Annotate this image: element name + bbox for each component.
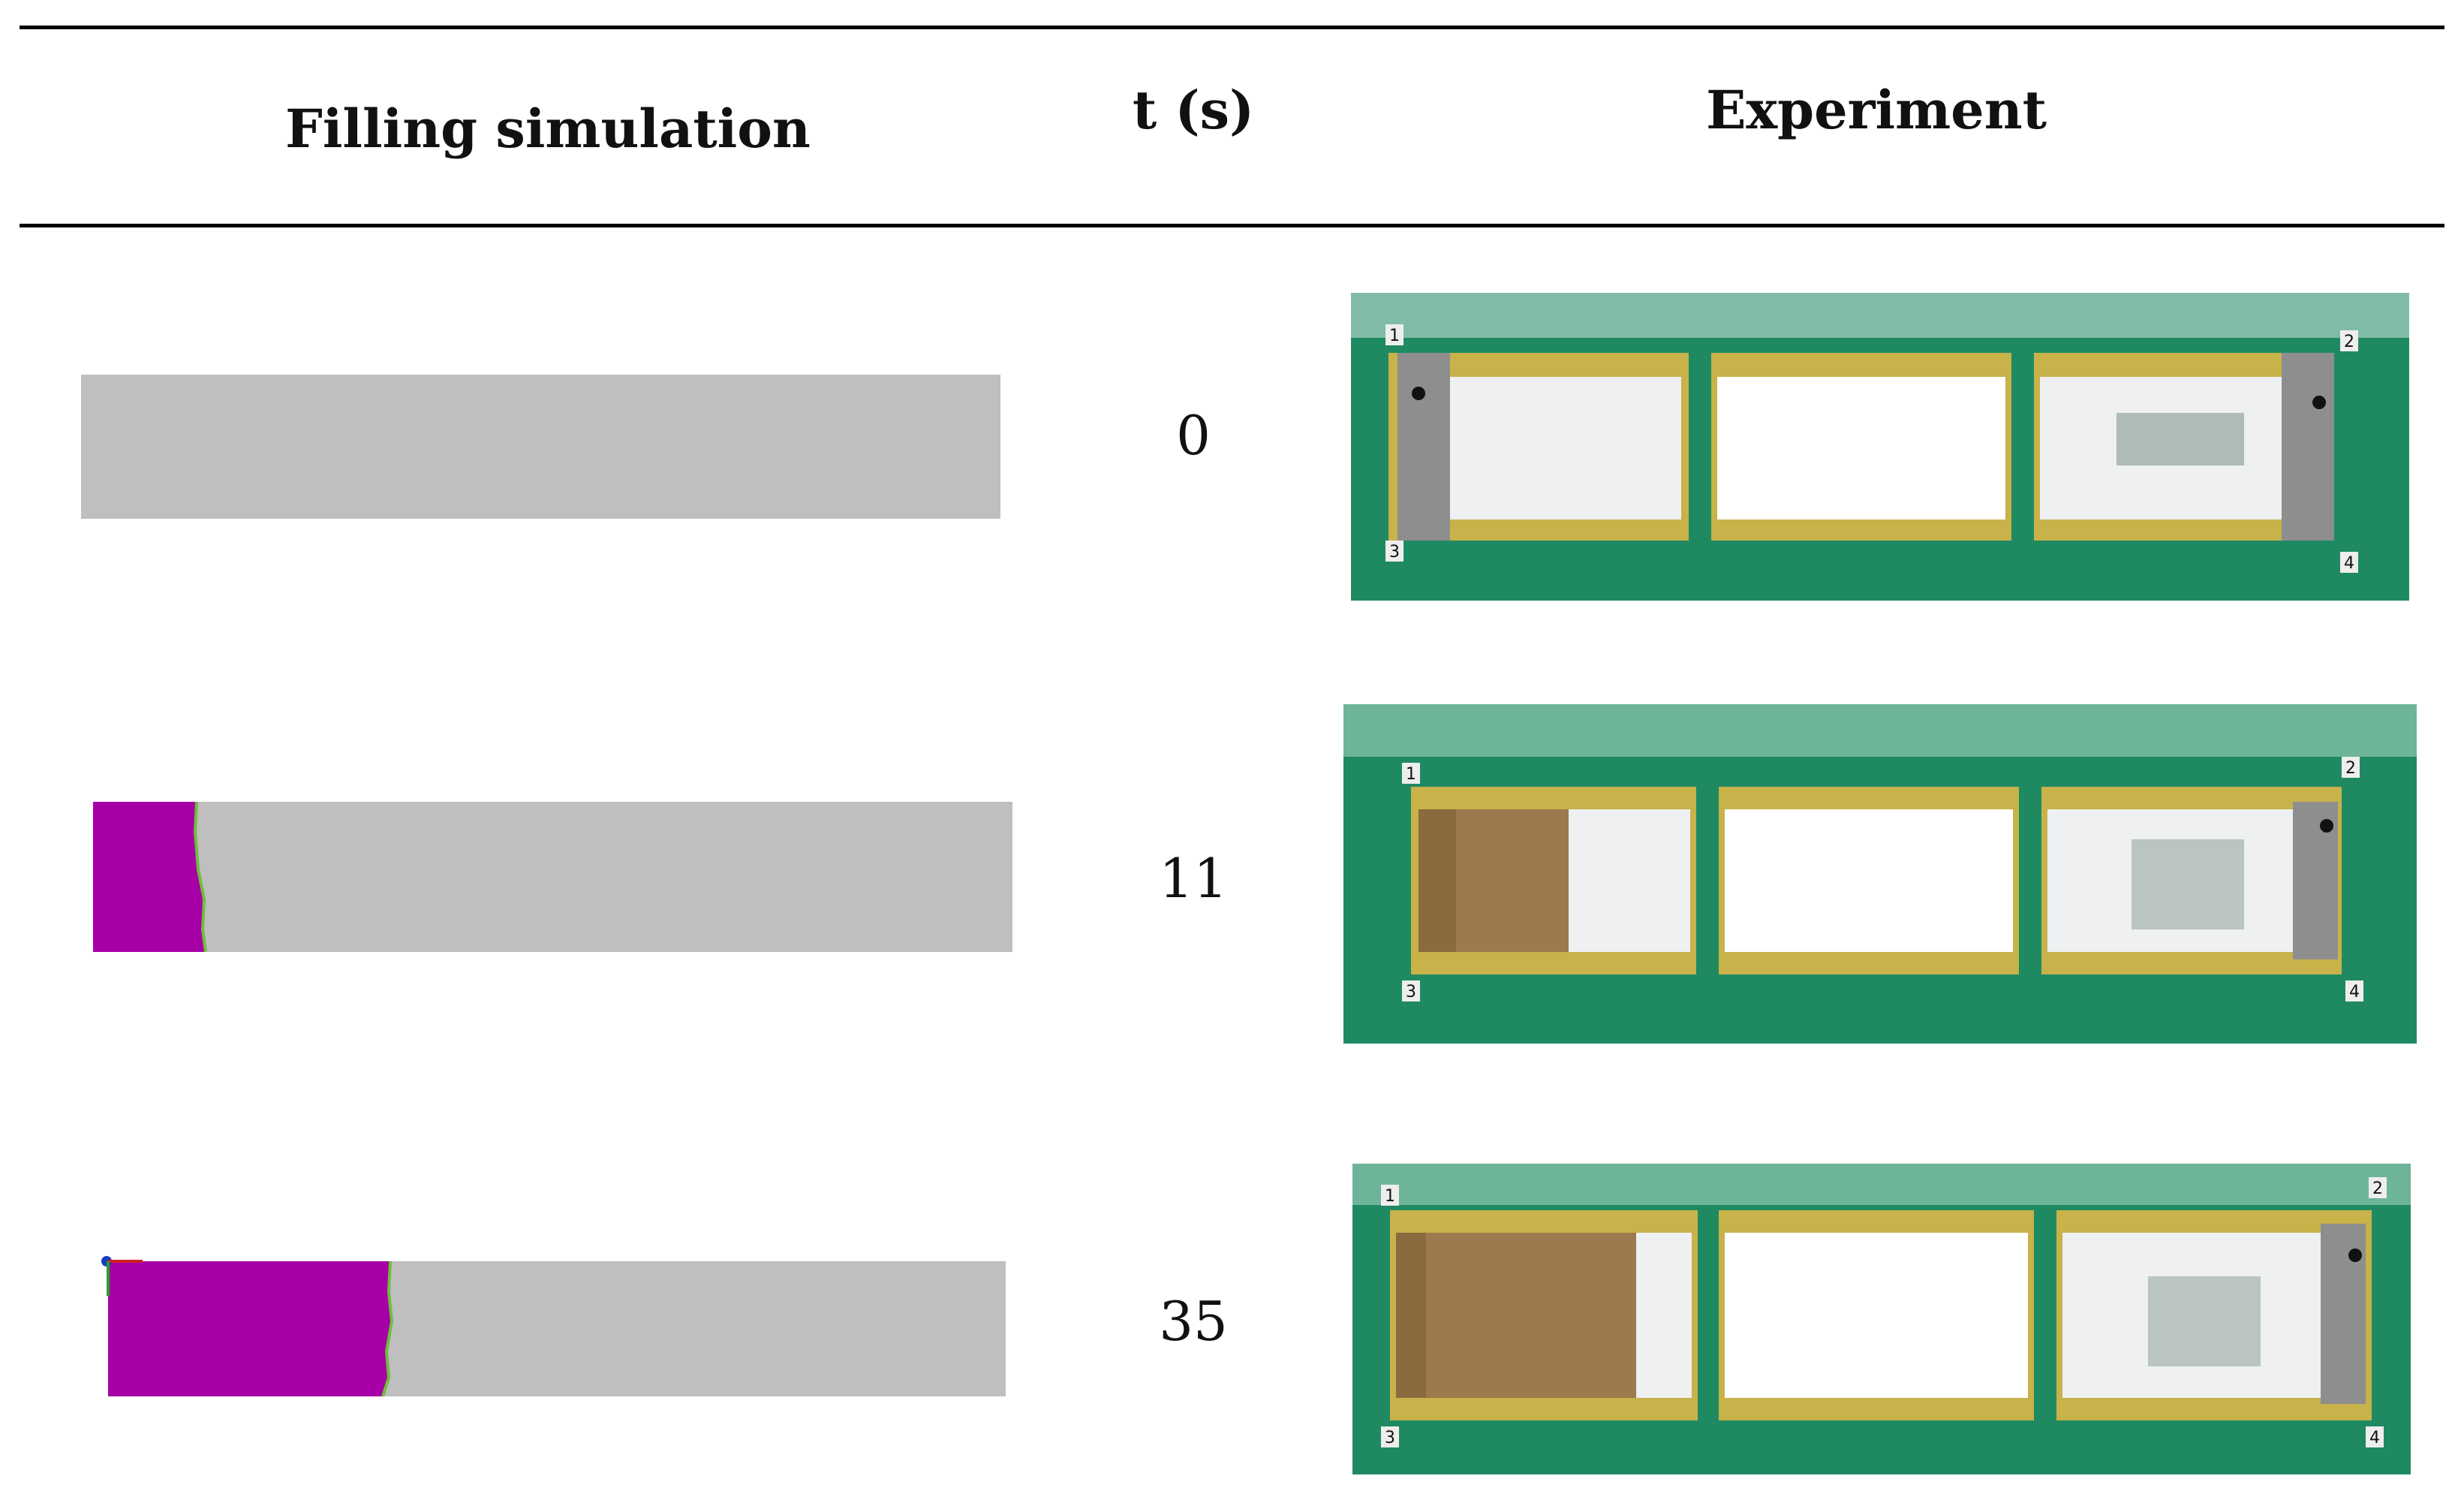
svg-text:2: 2 [2344,333,2354,351]
corner-marker-2-icon: 2 [2369,1177,2387,1198]
svg-text:3: 3 [1389,543,1400,562]
svg-text:1: 1 [1389,327,1400,345]
svg-text:3: 3 [1385,1429,1395,1447]
unfilled-region [81,375,1000,519]
unfilled-region [93,802,1012,952]
corner-marker-1-icon: 1 [1385,324,1403,345]
time-value: 11 [1159,847,1228,910]
corner-marker-4-icon: 4 [2340,552,2358,573]
svg-text:3: 3 [1406,983,1416,1002]
header-simulation: Filling simulation [285,98,811,160]
filled-region [93,802,206,952]
corner-marker-2-icon: 2 [2342,757,2360,778]
svg-text:4: 4 [2349,983,2360,1002]
experiment-photo: 1 2 3 4 [1343,704,2417,1044]
svg-text:2: 2 [2372,1179,2383,1198]
time-value: 0 [1176,404,1211,467]
simulation-bar [81,375,1000,519]
svg-text:1: 1 [1406,765,1416,784]
corner-marker-4-icon: 4 [2345,980,2363,1002]
flow-front [193,802,207,952]
corner-marker-3-icon: 3 [1402,980,1420,1002]
svg-text:4: 4 [2344,554,2354,573]
svg-text:1: 1 [1385,1187,1395,1206]
header-time: t (s) [1132,79,1255,141]
flow-front [381,1261,394,1396]
header-rule [20,224,2444,227]
experiment-photo: 1 2 3 4 [1352,1164,2411,1474]
top-rule [20,26,2444,29]
simulation-bar [93,802,1012,952]
header-experiment: Experiment [1706,79,2047,141]
corner-marker-1-icon: 1 [1381,1185,1399,1206]
simulation-bar [101,1256,1006,1396]
corner-marker-1-icon: 1 [1402,763,1420,784]
svg-text:4: 4 [2369,1429,2380,1447]
experiment-photo: 1 2 3 4 [1351,293,2409,601]
corner-marker-2-icon: 2 [2340,330,2358,351]
filled-region [108,1261,392,1396]
corner-marker-3-icon: 3 [1385,541,1403,562]
time-value: 35 [1159,1290,1228,1353]
svg-text:2: 2 [2345,759,2356,778]
corner-marker-3-icon: 3 [1381,1426,1399,1447]
corner-marker-4-icon: 4 [2366,1426,2384,1447]
